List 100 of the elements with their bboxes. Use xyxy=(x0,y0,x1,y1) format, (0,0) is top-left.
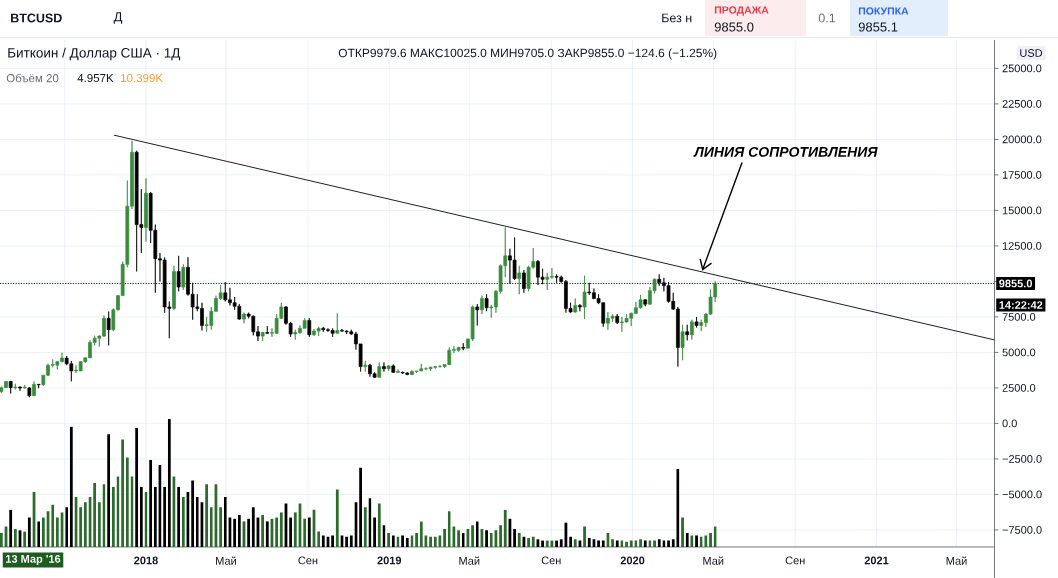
bar xyxy=(391,535,395,547)
bar xyxy=(205,484,209,547)
candlestick xyxy=(32,381,36,397)
bar xyxy=(237,514,241,547)
candlestick xyxy=(172,265,176,311)
bar xyxy=(387,532,391,547)
annotation: 10.399K xyxy=(121,73,163,83)
x-tick-label: 2019 xyxy=(377,556,402,565)
bar xyxy=(429,536,432,547)
bar xyxy=(499,525,502,547)
bar xyxy=(527,538,530,547)
bar xyxy=(233,518,237,547)
bar xyxy=(27,517,31,547)
bar xyxy=(107,434,111,547)
bar xyxy=(615,540,619,547)
bar xyxy=(625,541,628,547)
y-tick-label: −2500.0 xyxy=(1002,455,1042,463)
bar xyxy=(41,517,45,547)
candlestick xyxy=(484,293,489,312)
bar xyxy=(139,486,143,547)
y-tick-label: 15000.0 xyxy=(1002,206,1042,215)
candlestick xyxy=(27,386,32,398)
bar xyxy=(289,517,293,547)
bar xyxy=(23,531,27,547)
bar xyxy=(97,502,101,547)
y-tick-label: 0.0 xyxy=(1002,419,1017,428)
candlestick xyxy=(680,324,685,361)
bar xyxy=(135,427,139,547)
bar xyxy=(275,517,279,547)
candlestick xyxy=(582,275,587,320)
bar xyxy=(363,507,367,547)
x-tick-label: Сен xyxy=(785,556,805,565)
candlestick xyxy=(363,360,368,372)
y-axis-title: USD xyxy=(1020,49,1043,57)
bar xyxy=(177,486,181,547)
x-tick-label: 2018 xyxy=(134,556,158,565)
bar xyxy=(583,526,586,547)
x-tick-label: Май xyxy=(216,556,236,565)
candlestick xyxy=(78,360,83,372)
bar xyxy=(125,457,129,547)
y-tick-label: 7500.0 xyxy=(1002,313,1036,321)
bar xyxy=(153,486,157,547)
candlestick xyxy=(475,303,480,326)
bar xyxy=(471,525,474,547)
candlestick xyxy=(461,342,466,351)
bar xyxy=(335,489,339,547)
candlestick xyxy=(4,380,8,389)
candlestick xyxy=(382,362,386,372)
candlestick xyxy=(181,264,186,291)
x-tick-label: Сен xyxy=(541,556,561,565)
candlestick xyxy=(512,237,517,281)
bar xyxy=(247,518,251,547)
bar xyxy=(611,539,614,547)
candlestick xyxy=(517,265,522,295)
text: Биткоин / Доллар США · 1Д xyxy=(8,47,181,61)
bar xyxy=(401,535,405,547)
bar xyxy=(265,521,269,547)
bar xyxy=(667,540,670,547)
bar xyxy=(573,539,577,547)
x-tick-label: Май xyxy=(459,556,480,565)
bar xyxy=(531,536,535,547)
bar xyxy=(345,536,349,547)
text: Без н xyxy=(662,13,692,23)
bar xyxy=(0,532,3,547)
annotation: ЛИНИЯ СОПРОТИВЛЕНИЯ xyxy=(693,146,878,157)
x-tick-label: Май xyxy=(946,556,967,565)
bar xyxy=(163,486,167,547)
candlestick xyxy=(344,330,349,335)
candlestick xyxy=(265,325,270,335)
bar xyxy=(261,514,265,547)
bar xyxy=(517,532,521,547)
y-tick-label: −7500.0 xyxy=(1002,526,1042,534)
bar xyxy=(79,507,83,547)
bar xyxy=(629,540,633,547)
bar xyxy=(121,439,125,547)
candlestick xyxy=(335,313,340,334)
bar xyxy=(690,535,694,547)
candlestick xyxy=(321,326,326,333)
candlestick xyxy=(22,384,27,389)
bar xyxy=(279,512,283,547)
bar xyxy=(405,538,409,547)
bar xyxy=(643,540,647,547)
bar xyxy=(377,503,381,547)
bar xyxy=(541,540,544,547)
candlestick xyxy=(144,178,148,242)
y-tick-label: 12500.0 xyxy=(1002,242,1042,250)
bar xyxy=(321,535,325,547)
bar xyxy=(657,539,661,547)
candlestick xyxy=(685,324,690,341)
bar xyxy=(373,517,377,547)
candlestick xyxy=(400,371,405,375)
candlestick xyxy=(428,366,433,372)
text: 13 Мар '16 xyxy=(6,555,61,565)
bar xyxy=(639,539,642,547)
text: ПРОДАЖА xyxy=(714,6,769,16)
y-tick-label: −5000.0 xyxy=(1002,490,1042,499)
text: 9855.0 xyxy=(714,22,754,32)
bar xyxy=(307,517,311,547)
bar xyxy=(55,517,59,547)
candlestick xyxy=(242,312,246,324)
